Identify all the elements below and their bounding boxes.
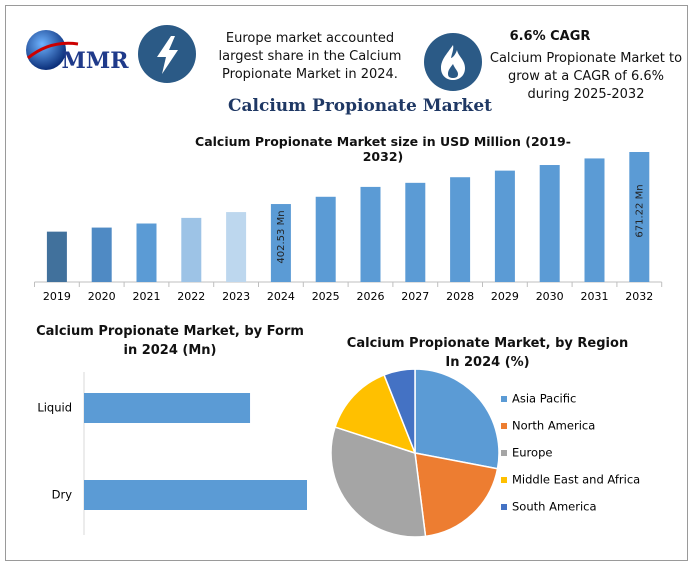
x-tick-label: 2019 <box>43 290 71 303</box>
frame <box>5 5 688 561</box>
logo-text: MMR <box>62 48 130 74</box>
bar <box>584 158 605 282</box>
x-tick-label: 2025 <box>312 290 340 303</box>
logo-swoosh <box>27 41 79 60</box>
x-tick-label: 2031 <box>581 290 609 303</box>
legend-label: Europe <box>512 446 552 460</box>
pie-slice <box>383 368 416 454</box>
bar <box>405 182 426 282</box>
lightning-icon <box>157 36 178 74</box>
bar <box>91 227 112 282</box>
x-tick-label: 2020 <box>88 290 116 303</box>
x-tick-label: 2032 <box>625 290 653 303</box>
legend-swatch <box>501 450 507 456</box>
value-label: 402.53 Mn <box>276 210 287 263</box>
bar <box>315 196 336 282</box>
x-tick-label: 2030 <box>536 290 564 303</box>
logo-globe <box>26 30 66 70</box>
cagr-title: 6.6% CAGR <box>509 29 591 44</box>
bar <box>181 217 202 282</box>
y-tick-label: Dry <box>52 488 73 502</box>
pie-slice <box>414 452 499 538</box>
bar <box>46 231 67 282</box>
bar <box>84 480 307 510</box>
fact-text: Europe market accounted largest share in… <box>218 31 402 82</box>
bar <box>226 212 247 282</box>
chart-title: Calcium Propionate Market size in USD Mi… <box>195 134 571 164</box>
legend-swatch <box>501 504 507 510</box>
bar <box>136 223 157 282</box>
x-tick-label: 2022 <box>177 290 205 303</box>
legend-label: Middle East and Africa <box>512 473 640 487</box>
legend-swatch <box>501 396 507 402</box>
x-tick-label: 2028 <box>446 290 474 303</box>
legend-swatch <box>501 477 507 483</box>
value-label: 671.22 Mn <box>634 184 645 237</box>
chart-title: Calcium Propionate Market, by Region In … <box>346 336 629 370</box>
bar <box>629 152 650 282</box>
bar <box>270 204 291 282</box>
flame-core <box>448 64 458 78</box>
x-tick-label: 2021 <box>133 290 161 303</box>
legend-label: North America <box>512 419 595 433</box>
legend-label: South America <box>512 500 597 514</box>
x-tick-label: 2027 <box>401 290 429 303</box>
x-tick-label: 2023 <box>222 290 250 303</box>
bar <box>84 393 251 423</box>
flame-icon <box>441 45 465 80</box>
y-tick-label: Liquid <box>37 401 72 415</box>
bar <box>360 186 381 282</box>
pie-slice <box>334 373 417 455</box>
pie-slice <box>330 426 427 538</box>
x-tick-label: 2024 <box>267 290 295 303</box>
legend-swatch <box>501 423 507 429</box>
pie-slice <box>414 368 500 470</box>
bar <box>539 165 560 282</box>
bar <box>450 177 471 282</box>
x-tick-label: 2026 <box>357 290 385 303</box>
x-tick-label: 2029 <box>491 290 519 303</box>
cagr-text: Calcium Propionate Market to grow at a C… <box>489 51 683 102</box>
bar <box>494 170 515 282</box>
chart-title: Calcium Propionate Market, by Form in 20… <box>36 324 304 358</box>
main-title: Calcium Propionate Market <box>227 96 493 116</box>
legend-label: Asia Pacific <box>512 392 576 406</box>
